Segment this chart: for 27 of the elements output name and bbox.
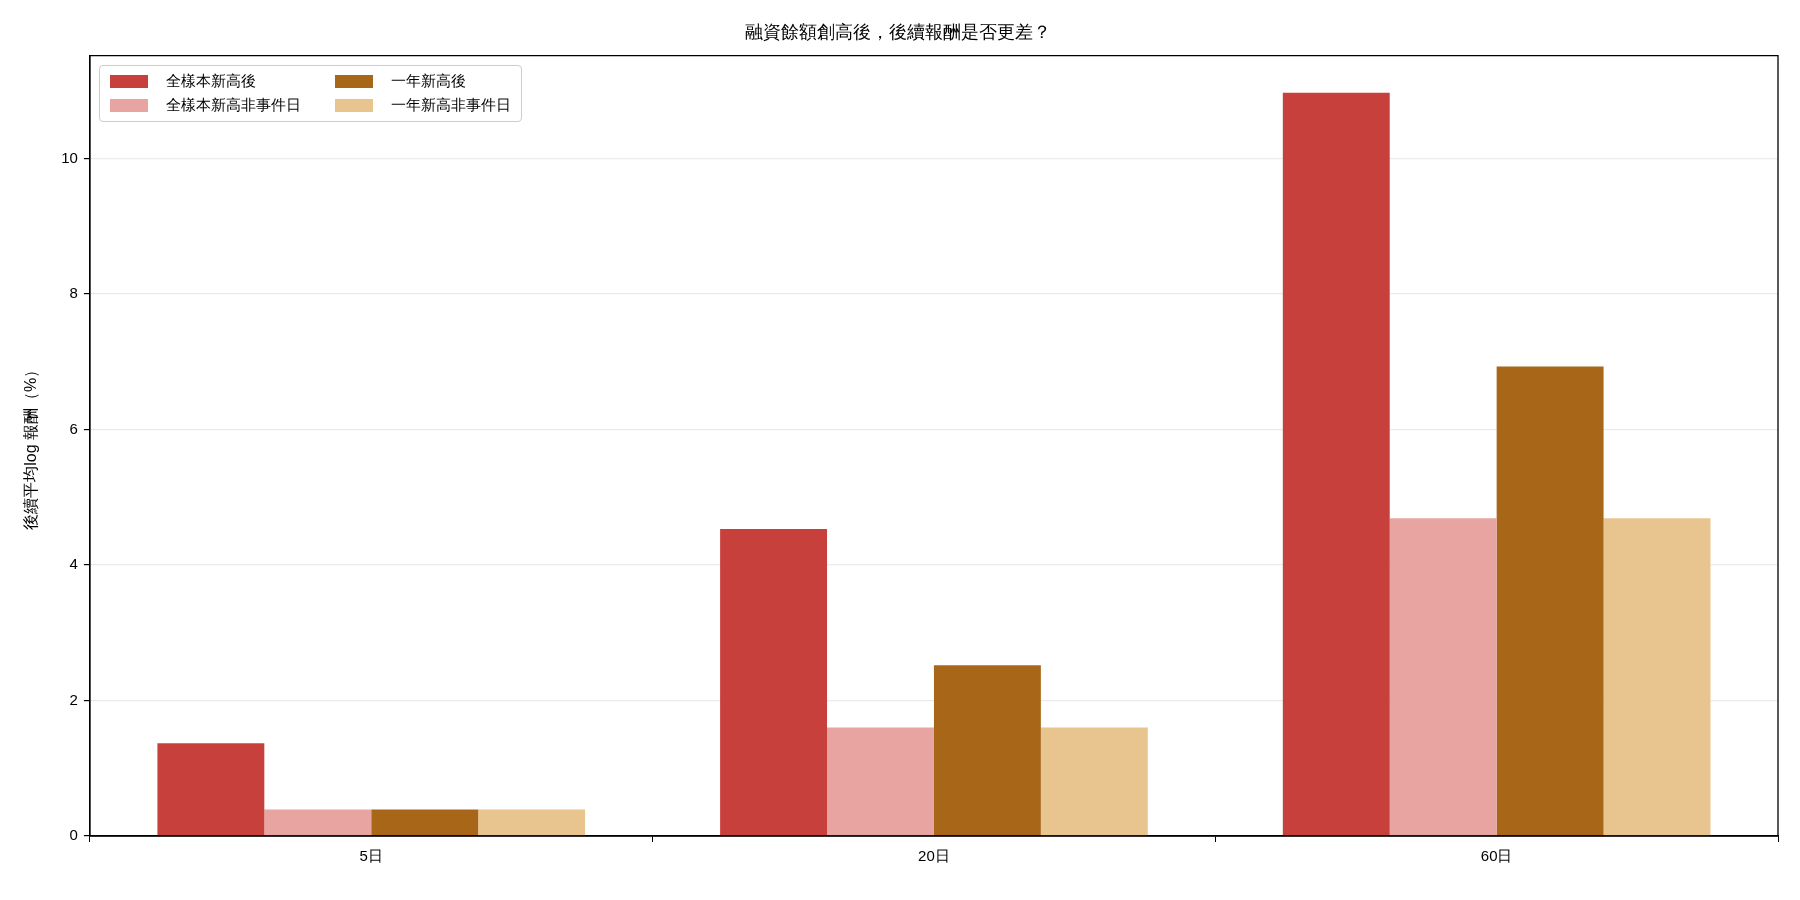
bar bbox=[1389, 518, 1497, 836]
x-tick-label: 20日 bbox=[918, 847, 950, 865]
bar bbox=[371, 809, 479, 836]
legend-label: 全樣本新高非事件日 bbox=[165, 95, 301, 115]
x-tick-label: 5日 bbox=[359, 847, 383, 865]
legend-label: 一年新高後 bbox=[390, 71, 466, 91]
y-tick-label: 4 bbox=[69, 555, 78, 573]
y-tick-label: 10 bbox=[61, 148, 78, 166]
bar bbox=[1603, 518, 1711, 836]
chart-title: 融資餘額創高後，後續報酬是否更差？ bbox=[745, 21, 1051, 42]
bar bbox=[1040, 727, 1148, 836]
y-axis-title: 後續平均log 報酬（%） bbox=[22, 361, 40, 530]
y-tick-label: 2 bbox=[69, 690, 78, 708]
y-tick-label: 6 bbox=[69, 419, 78, 437]
bar bbox=[478, 809, 586, 836]
bar bbox=[1282, 92, 1390, 836]
y-tick-label: 0 bbox=[69, 826, 78, 844]
legend-label: 一年新高非事件日 bbox=[390, 95, 511, 115]
bar bbox=[827, 727, 934, 836]
y-tick-label: 8 bbox=[69, 284, 78, 302]
legend-label: 全樣本新高後 bbox=[165, 71, 256, 91]
bar bbox=[720, 529, 828, 836]
bar bbox=[264, 809, 372, 836]
bar bbox=[1496, 366, 1604, 836]
bar bbox=[157, 743, 265, 836]
x-tick-label: 60日 bbox=[1480, 847, 1513, 865]
bar bbox=[933, 665, 1041, 836]
